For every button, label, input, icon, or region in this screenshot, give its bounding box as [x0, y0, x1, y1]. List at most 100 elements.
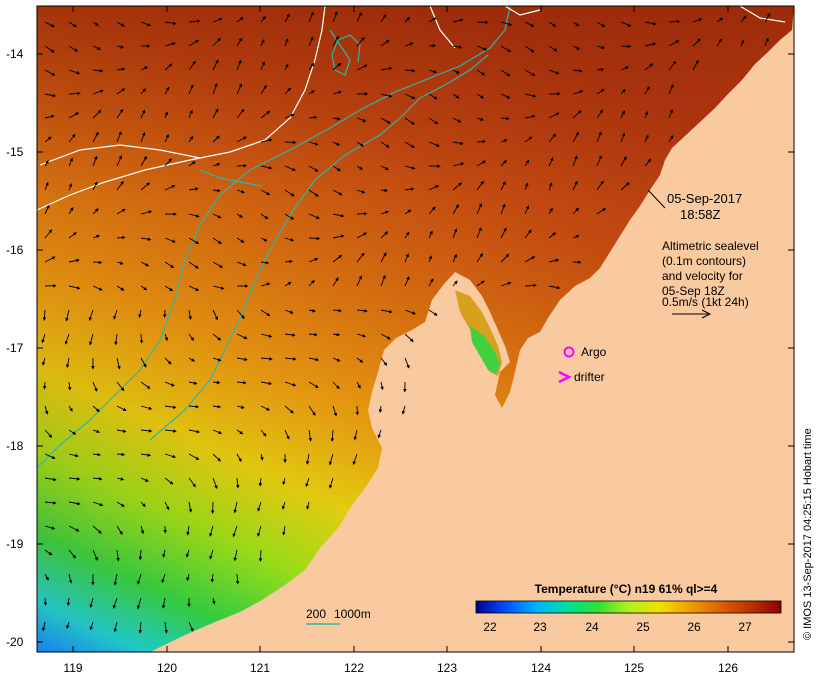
velocity-arrow: [524, 45, 535, 53]
velocity-arrow: [260, 357, 273, 361]
velocity-arrow: [308, 62, 315, 71]
king-sound-green: [470, 326, 500, 374]
velocity-arrow: [44, 501, 57, 505]
velocity-arrow: [260, 309, 271, 317]
velocity-arrow: [66, 597, 71, 607]
velocity-arrows: [41, 10, 771, 634]
contour-cyan-200m: [149, 54, 489, 441]
velocity-arrow: [236, 261, 247, 267]
velocity-arrow: [644, 21, 657, 26]
velocity-arrow: [44, 160, 49, 167]
velocity-arrow: [644, 134, 649, 143]
velocity-arrow: [428, 255, 432, 263]
velocity-arrow: [284, 213, 295, 220]
plot-frame: [36, 5, 795, 653]
sea-level-contours: [36, 5, 786, 469]
velocity-arrow: [380, 333, 391, 340]
velocity-arrow: [404, 16, 411, 23]
velocity-arrow: [596, 208, 607, 215]
velocity-arrow: [572, 180, 578, 191]
velocity-arrow: [44, 114, 55, 119]
velocity-arrow: [764, 37, 769, 47]
velocity-arrow: [44, 429, 53, 438]
velocity-arrow: [308, 189, 319, 197]
velocity-arrow: [308, 236, 321, 241]
velocity-arrow: [524, 69, 536, 76]
argo-label: Argo: [581, 345, 607, 359]
velocity-arrow: [65, 357, 70, 368]
velocity-arrow: [308, 381, 319, 388]
velocity-arrow: [236, 16, 244, 23]
velocity-arrow: [332, 234, 345, 239]
velocity-arrow: [188, 404, 200, 409]
velocity-arrow: [596, 45, 605, 49]
velocity-arrow: [284, 333, 296, 337]
velocity-arrow: [138, 549, 143, 561]
velocity-arrow: [284, 13, 290, 23]
velocity-arrow: [92, 549, 98, 561]
velocity-arrow: [68, 501, 81, 506]
velocity-arrow: [378, 405, 383, 413]
velocity-arrow: [41, 357, 46, 366]
velocity-arrow: [596, 180, 604, 191]
velocity-arrow: [161, 573, 166, 584]
velocity-arrow: [164, 285, 174, 292]
altimetry-line: 05-Sep 18Z: [662, 284, 725, 298]
velocity-arrow: [68, 91, 81, 96]
velocity-arrow: [188, 161, 196, 167]
lat-label: -15: [6, 145, 24, 159]
velocity-arrow: [260, 260, 270, 265]
velocity-arrow: [596, 89, 605, 95]
velocity-arrow: [524, 229, 532, 239]
velocity-arrow: [380, 188, 389, 193]
velocity-arrow: [44, 405, 49, 415]
altimetry-line: and velocity for: [662, 269, 743, 283]
velocity-arrow: [212, 333, 222, 341]
velocity-arrow: [308, 308, 316, 313]
velocity-arrow: [260, 333, 273, 338]
velocity-arrow: [188, 84, 194, 95]
velocity-arrow: [92, 21, 99, 27]
velocity-arrow: [138, 621, 143, 634]
velocity-arrow: [236, 189, 245, 194]
velocity-arrow: [44, 93, 57, 98]
velocity-arrow: [332, 62, 342, 71]
contour-white-4: [504, 5, 541, 16]
velocity-arrow: [548, 133, 557, 143]
velocity-arrow: [644, 110, 649, 119]
velocity-arrow: [572, 155, 578, 167]
velocity-arrow: [620, 21, 632, 27]
contour-white-3: [429, 5, 456, 49]
velocity-arrow: [140, 155, 147, 167]
colorbar-tick: 23: [533, 620, 547, 634]
axis-ticks: [37, 6, 794, 652]
velocity-arrow: [68, 21, 77, 28]
velocity-arrow: [188, 453, 200, 460]
velocity-arrow: [668, 60, 677, 71]
velocity-arrow: [452, 204, 459, 215]
velocity-arrow: [66, 621, 70, 630]
lat-label: -14: [6, 47, 24, 61]
velocity-arrow: [236, 309, 245, 319]
velocity-arrow: [644, 86, 650, 95]
velocity-arrow: [44, 477, 57, 482]
velocity-arrow: [65, 309, 70, 322]
velocity-arrow: [68, 157, 73, 167]
velocity-arrow: [476, 252, 483, 263]
contour-cyan-1000m: [36, 5, 511, 469]
velocity-arrow: [116, 549, 120, 562]
velocity-arrow: [428, 93, 438, 100]
velocity-arrow: [43, 597, 48, 606]
velocity-arrow: [281, 501, 286, 510]
velocity-arrow: [692, 18, 703, 23]
velocity-arrow: [44, 21, 55, 28]
velocity-arrow: [212, 108, 219, 119]
velocity-arrow: [188, 19, 201, 23]
velocity-arrow: [668, 83, 674, 95]
velocity-arrow: [476, 280, 485, 287]
velocity-arrow: [572, 45, 581, 50]
velocity-arrow: [236, 453, 242, 463]
velocity-arrow: [284, 429, 290, 440]
velocity-arrow: [548, 182, 553, 191]
velocity-arrow: [644, 158, 652, 167]
